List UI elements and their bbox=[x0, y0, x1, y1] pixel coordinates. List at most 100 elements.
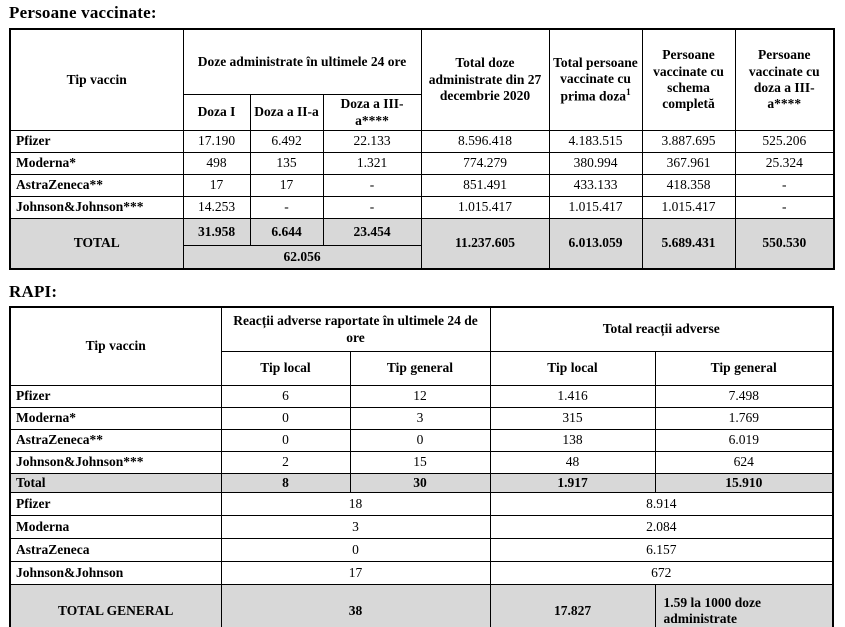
cell-local-total: 138 bbox=[489, 429, 656, 452]
cell-local-total: 315 bbox=[489, 407, 656, 430]
header-tip-local-24h: Tip local bbox=[220, 351, 351, 386]
cell-doza1: 14.253 bbox=[182, 196, 251, 219]
cell-prima-doza: 380.994 bbox=[548, 152, 643, 175]
table-row: Pfizer 17.190 6.492 22.133 8.596.418 4.1… bbox=[9, 130, 835, 153]
total-general-24h: 30 bbox=[349, 472, 491, 494]
footnote-superscript: 1 bbox=[626, 87, 631, 98]
total-general-total: 17.827 bbox=[489, 584, 656, 627]
cell-doza2: 6.492 bbox=[249, 130, 324, 153]
header-schema-completa: Persoane vaccinate cu schema completă bbox=[641, 28, 736, 131]
table-row: Pfizer 18 8.914 bbox=[9, 492, 834, 517]
cell-doza1: 17.190 bbox=[182, 130, 251, 153]
cell-general-24h: 12 bbox=[349, 385, 491, 408]
table-row: Johnson&Johnson*** 14.253 - - 1.015.417 … bbox=[9, 196, 835, 219]
total-general-row: TOTAL GENERAL 38 17.827 1.59 la 1000 doz… bbox=[9, 584, 834, 627]
vaccine-label: Johnson&Johnson*** bbox=[9, 196, 184, 219]
cell-doza3-total: 525.206 bbox=[734, 130, 835, 153]
header-tip-vaccin: Tip vaccin bbox=[9, 306, 222, 386]
total-local-total: 1.917 bbox=[489, 472, 656, 494]
table-row: Pfizer 6 12 1.416 7.498 bbox=[9, 385, 834, 408]
cell-total-doze: 774.279 bbox=[420, 152, 550, 175]
header-reactii-24h: Reacții adverse raportate în ultimele 24… bbox=[220, 306, 491, 352]
cell-reactii-24h: 0 bbox=[220, 538, 491, 563]
cell-doza3-total: - bbox=[734, 196, 835, 219]
cell-total-doze: 851.491 bbox=[420, 174, 550, 197]
cell-local-total: 48 bbox=[489, 451, 656, 474]
header-doza1: Doza I bbox=[182, 94, 251, 131]
cell-reactii-24h: 18 bbox=[220, 492, 491, 517]
total-label: Total bbox=[9, 472, 222, 494]
total-doza3-persoane: 550.530 bbox=[734, 218, 835, 270]
header-tip-general-total: Tip general bbox=[654, 351, 834, 386]
section-title-persoane-vaccinate: Persoane vaccinate: bbox=[9, 3, 157, 22]
cell-doza1: 17 bbox=[182, 174, 251, 197]
vaccine-label: AstraZeneca bbox=[9, 538, 222, 563]
cell-general-total: 6.019 bbox=[654, 429, 834, 452]
vaccine-label: Moderna* bbox=[9, 152, 184, 175]
total-general-rate: 1.59 la 1000 doze administrate bbox=[654, 584, 834, 627]
total-doza3: 23.454 bbox=[322, 218, 422, 246]
cell-local-24h: 0 bbox=[220, 407, 351, 430]
header-total-doze: Total doze administrate din 27 decembrie… bbox=[420, 28, 550, 131]
total-row-sum: 62.056 bbox=[10, 245, 834, 270]
table-row: AstraZeneca** 17 17 - 851.491 433.133 41… bbox=[9, 174, 835, 197]
total-schema-completa: 5.689.431 bbox=[641, 218, 736, 270]
table-row: Moderna 3 2.084 bbox=[9, 515, 834, 540]
vaccine-label: Pfizer bbox=[9, 492, 222, 517]
total-local-24h: 8 bbox=[220, 472, 351, 494]
header-tip-vaccin: Tip vaccin bbox=[9, 28, 184, 131]
table-row: Johnson&Johnson*** 2 15 48 624 bbox=[9, 451, 834, 474]
cell-total-doze: 1.015.417 bbox=[420, 196, 550, 219]
persoane-vaccinate-table: Tip vaccin Doze administrate în ultimele… bbox=[9, 28, 835, 270]
cell-total-doze: 8.596.418 bbox=[420, 130, 550, 153]
cell-schema: 1.015.417 bbox=[641, 196, 736, 219]
total-24h-sum: 62.056 bbox=[182, 245, 422, 270]
header-tip-local-total: Tip local bbox=[489, 351, 656, 386]
cell-doza1: 498 bbox=[182, 152, 251, 175]
table-row: AstraZeneca** 0 0 138 6.019 bbox=[9, 429, 834, 452]
total-doze-administrate: 11.237.605 bbox=[420, 218, 550, 270]
cell-schema: 418.358 bbox=[641, 174, 736, 197]
cell-prima-doza: 4.183.515 bbox=[548, 130, 643, 153]
cell-reactii-24h: 17 bbox=[220, 561, 491, 586]
cell-general-24h: 3 bbox=[349, 407, 491, 430]
section-title-rapi: RAPI: bbox=[9, 282, 58, 301]
cell-doza3: 22.133 bbox=[322, 130, 422, 153]
total-doza2: 6.644 bbox=[249, 218, 324, 246]
cell-schema: 3.887.695 bbox=[641, 130, 736, 153]
cell-doza2: 135 bbox=[249, 152, 324, 175]
table-row: Moderna* 498 135 1.321 774.279 380.994 3… bbox=[9, 152, 835, 175]
cell-prima-doza: 433.133 bbox=[548, 174, 643, 197]
cell-doza3: - bbox=[322, 196, 422, 219]
vaccine-label: Moderna bbox=[9, 515, 222, 540]
cell-general-24h: 15 bbox=[349, 451, 491, 474]
cell-local-total: 1.416 bbox=[489, 385, 656, 408]
vaccine-label: Johnson&Johnson bbox=[9, 561, 222, 586]
table-row: AstraZeneca 0 6.157 bbox=[9, 538, 834, 563]
vaccine-label: AstraZeneca** bbox=[9, 174, 184, 197]
cell-general-total: 7.498 bbox=[654, 385, 834, 408]
total-row: Total 8 30 1.917 15.910 bbox=[9, 472, 834, 494]
total-general-total: 15.910 bbox=[654, 472, 834, 494]
vaccine-label: Pfizer bbox=[9, 385, 222, 408]
cell-reactii-total: 672 bbox=[489, 561, 834, 586]
total-general-24h: 38 bbox=[220, 584, 491, 627]
header-doze-24h: Doze administrate în ultimele 24 ore bbox=[182, 28, 422, 95]
rapi-table: Tip vaccin Reacții adverse raportate în … bbox=[9, 306, 834, 627]
vaccine-label: Pfizer bbox=[9, 130, 184, 153]
cell-doza3-total: - bbox=[734, 174, 835, 197]
header-total-prima-doza: Total persoane vaccinate cu prima doza1 bbox=[548, 28, 643, 131]
total-doza1: 31.958 bbox=[182, 218, 251, 246]
cell-local-24h: 2 bbox=[220, 451, 351, 474]
total-general-label: TOTAL GENERAL bbox=[9, 584, 222, 627]
cell-reactii-total: 8.914 bbox=[489, 492, 834, 517]
cell-doza3-total: 25.324 bbox=[734, 152, 835, 175]
header-persoane-doza3: Persoane vaccinate cu doza a III-a**** bbox=[734, 28, 835, 131]
vaccine-label: AstraZeneca** bbox=[9, 429, 222, 452]
cell-general-24h: 0 bbox=[349, 429, 491, 452]
vaccine-label: Johnson&Johnson*** bbox=[9, 451, 222, 474]
header-doza3: Doza a III-a**** bbox=[322, 94, 422, 131]
cell-doza3: 1.321 bbox=[322, 152, 422, 175]
cell-prima-doza: 1.015.417 bbox=[548, 196, 643, 219]
